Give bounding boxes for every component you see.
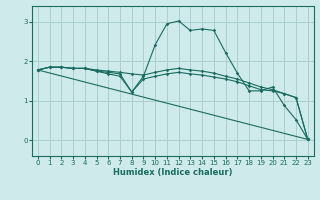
X-axis label: Humidex (Indice chaleur): Humidex (Indice chaleur) xyxy=(113,168,233,177)
